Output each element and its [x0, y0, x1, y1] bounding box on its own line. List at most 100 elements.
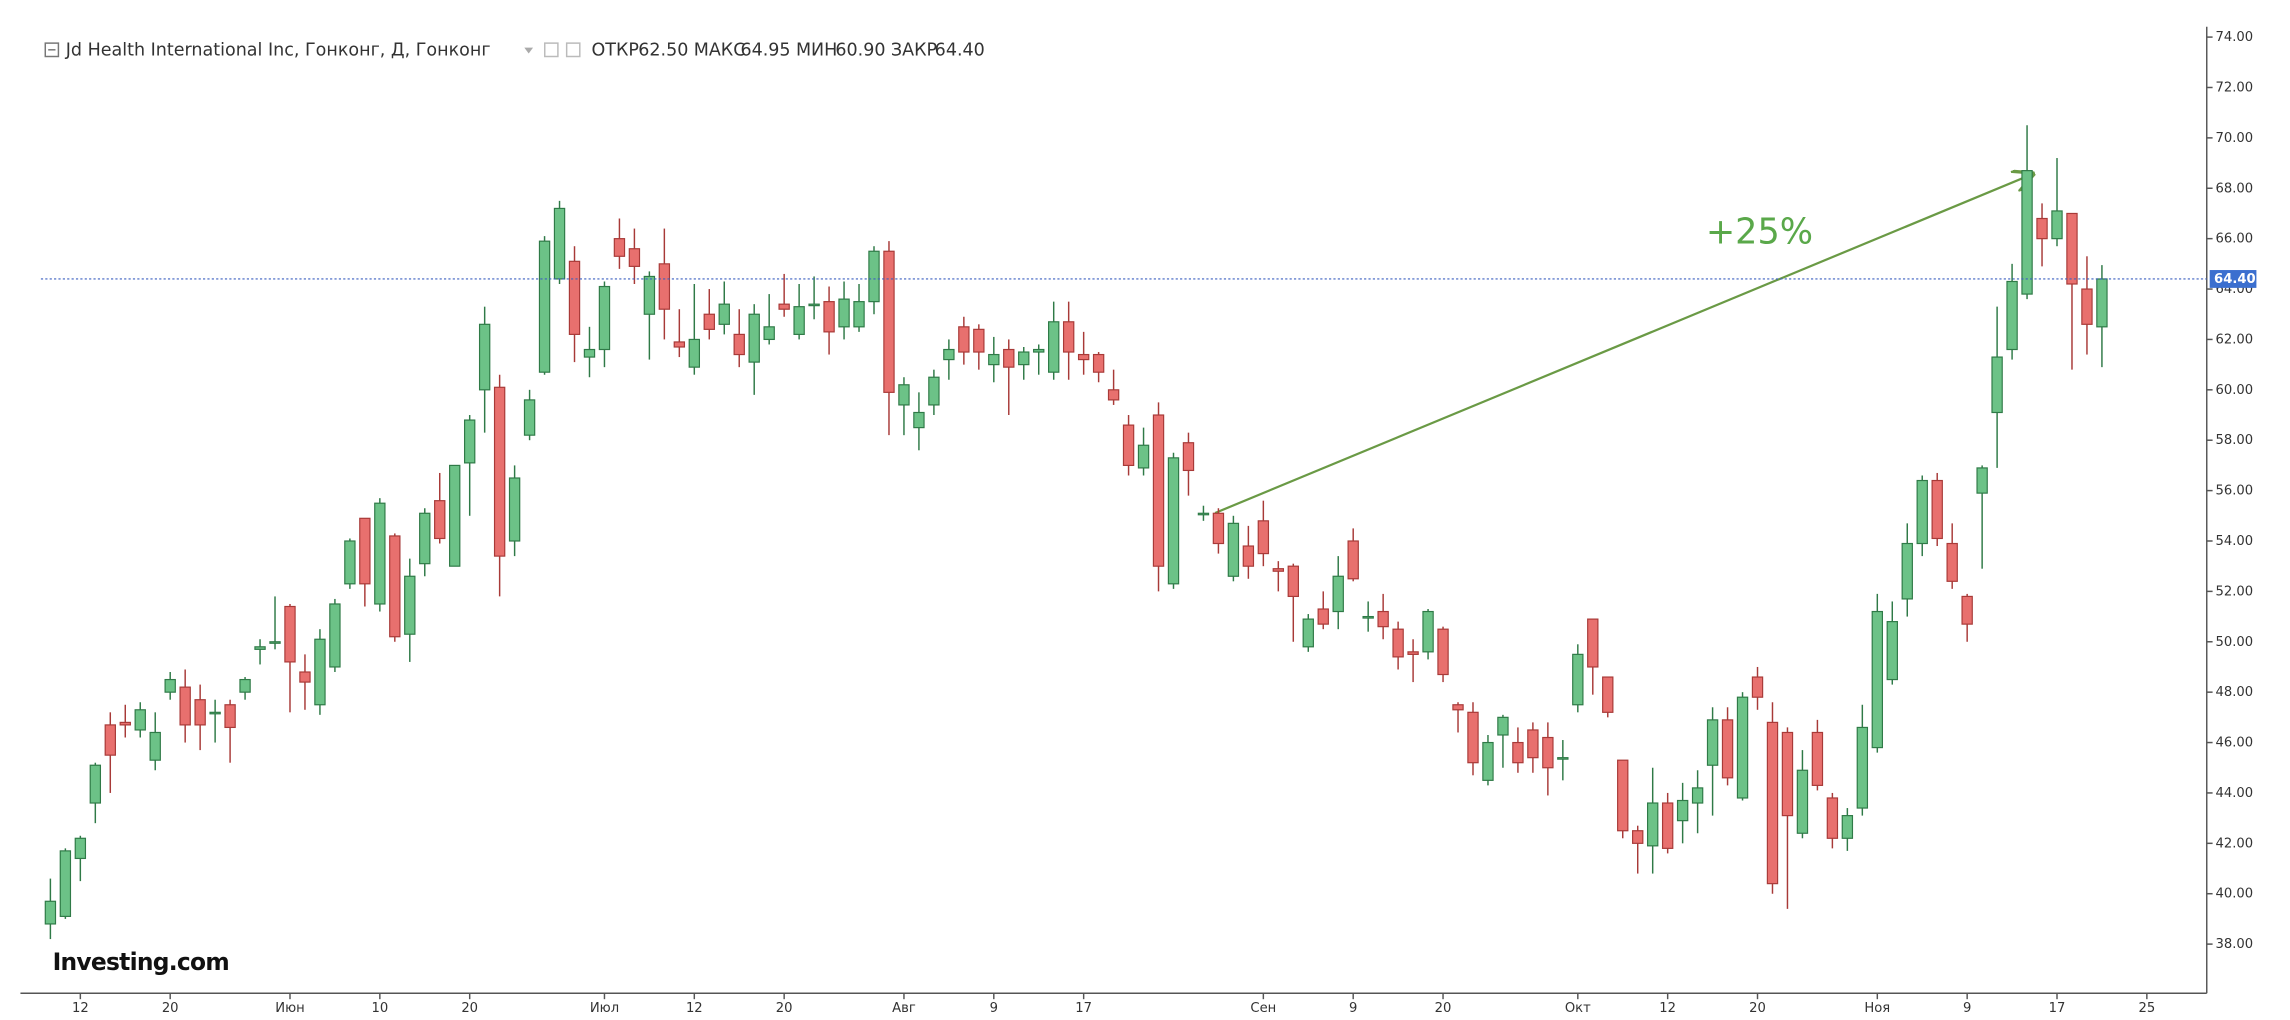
candle-body: [1946, 542, 1958, 582]
x-tick-label: 17: [1075, 1001, 1092, 1016]
y-tick-label: 44.00: [2216, 786, 2254, 801]
candle-body: [1991, 356, 2003, 414]
candle-body: [1587, 618, 1599, 668]
candle-body: [74, 837, 87, 860]
candle-body: [194, 699, 206, 726]
y-tick-label: 74.00: [2216, 30, 2254, 45]
x-tick-label: 9: [1963, 1001, 1971, 1016]
y-tick-label: 52.00: [2216, 584, 2254, 599]
candle-body: [628, 248, 641, 267]
candle-body: [1302, 618, 1314, 648]
candle-body: [598, 285, 611, 351]
candle-body: [1287, 565, 1299, 598]
x-tick-label: Ноя: [1864, 1001, 1890, 1016]
x-tick-label: 25: [2138, 1001, 2155, 1016]
candle-body: [1721, 719, 1734, 779]
dropdown-icon[interactable]: [524, 47, 534, 54]
candle-body: [1871, 610, 1884, 749]
candle-body: [1182, 442, 1195, 472]
candle-body: [389, 535, 401, 638]
candle-body: [1257, 520, 1270, 555]
candle-body: [104, 724, 116, 756]
candle-body: [1077, 353, 1090, 361]
candle-body: [1122, 424, 1135, 466]
candle-body: [1377, 610, 1389, 628]
candle-body: [1242, 545, 1255, 567]
quote-value: 60.90: [835, 40, 885, 60]
candle-body: [853, 301, 865, 328]
x-tick-label: 12: [1659, 1001, 1676, 1016]
x-tick-label: Окт: [1565, 1001, 1591, 1016]
candle-body: [1766, 721, 1779, 885]
candle-body: [748, 313, 760, 363]
candle-body: [119, 721, 131, 726]
candle-body: [463, 419, 476, 464]
x-tick-label: 12: [686, 1001, 703, 1016]
x-tick-label: 10: [371, 1001, 388, 1016]
candle-body: [179, 686, 191, 726]
candle-body: [883, 250, 895, 393]
y-tick-label: 66.00: [2216, 232, 2254, 247]
candle-body: [868, 250, 880, 303]
y-tick-label: 62.00: [2216, 332, 2254, 347]
x-tick-label: 9: [1349, 1001, 1357, 1016]
candle-body: [793, 306, 805, 335]
candle-body: [778, 303, 790, 310]
candle-body: [838, 298, 850, 328]
y-tick-label: 72.00: [2216, 80, 2254, 95]
quote-label: МАКС: [694, 40, 746, 60]
candle-body: [1317, 608, 1329, 625]
candle-body: [553, 207, 566, 280]
candle-body: [1497, 716, 1509, 736]
candle-body: [1347, 540, 1359, 580]
candle-body: [943, 348, 955, 361]
candle-body: [1197, 512, 1210, 516]
candle-body: [2066, 212, 2078, 285]
candle-body: [1646, 802, 1659, 847]
candle-body: [1841, 815, 1854, 839]
quote-value: 64.95: [740, 40, 790, 60]
candle-body: [1362, 615, 1374, 619]
candle-body: [1751, 676, 1764, 698]
candle-body: [374, 502, 386, 605]
settings-icon[interactable]: [565, 42, 581, 58]
candle-body: [1332, 575, 1344, 613]
candle-body: [1706, 719, 1719, 766]
x-tick-label: Авг: [892, 1001, 916, 1016]
candle-body: [823, 301, 835, 333]
header-title: Jd Health International Inc, Гонконг, Д,…: [65, 40, 491, 60]
candle-body: [1811, 731, 1824, 786]
x-tick-label: 20: [1435, 1001, 1452, 1016]
candle-body: [1212, 512, 1225, 545]
candle-body: [988, 353, 1000, 366]
candle-body: [1407, 651, 1419, 655]
x-tick-label: 12: [72, 1001, 89, 1016]
candle-body: [1452, 704, 1464, 711]
candle-body: [314, 638, 326, 706]
candle-body: [1437, 628, 1449, 676]
candle-body: [733, 333, 745, 356]
candle-body: [1632, 830, 1644, 844]
candle-body: [1617, 759, 1629, 832]
candle-body: [523, 399, 536, 436]
candle-body: [1527, 729, 1539, 759]
candle-body: [419, 512, 431, 565]
candle-body: [1092, 353, 1105, 373]
candle-body: [973, 328, 985, 353]
x-tick-label: 9: [990, 1001, 998, 1016]
y-tick-label: 70.00: [2216, 131, 2254, 146]
candle-body: [913, 411, 925, 429]
settings-icon[interactable]: [544, 42, 559, 58]
collapse-icon[interactable]: [44, 42, 60, 58]
candle-body: [703, 313, 715, 330]
candle-body: [613, 238, 626, 257]
candle-body: [1033, 348, 1045, 353]
candle-body: [449, 464, 461, 567]
candle-body: [284, 605, 296, 663]
candle-body: [1976, 467, 1988, 494]
last-price-label: 64.40: [2214, 272, 2256, 287]
candle-body: [1272, 568, 1285, 572]
candle-body: [1736, 696, 1749, 799]
candle-body: [2021, 170, 2033, 295]
